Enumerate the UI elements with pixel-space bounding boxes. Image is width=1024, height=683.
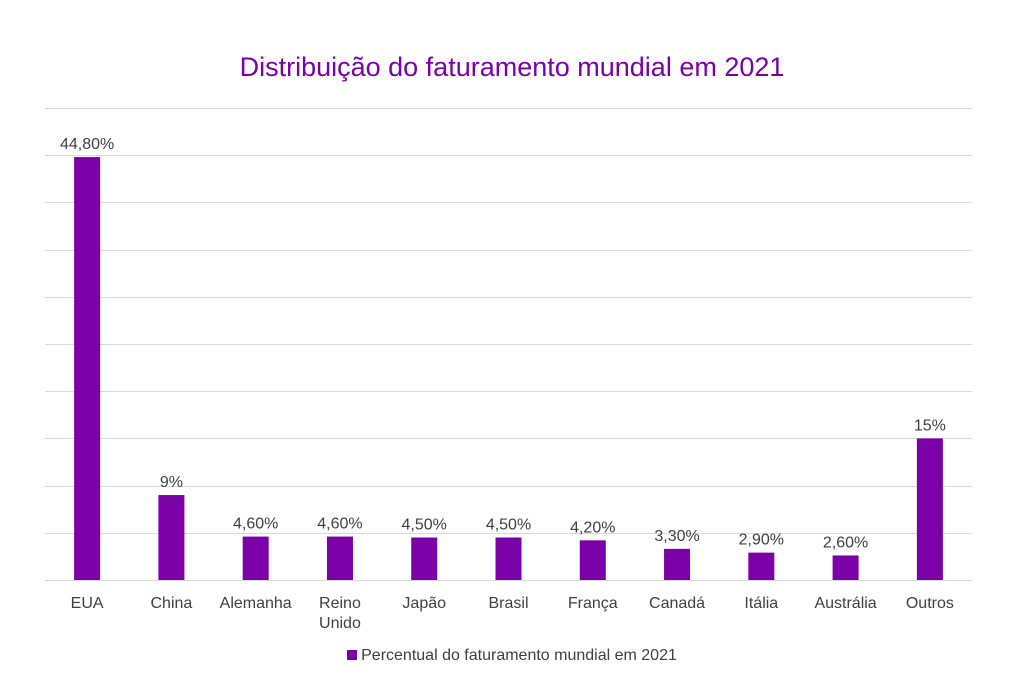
- data-label: 44,80%: [60, 136, 114, 153]
- legend: Percentual do faturamento mundial em 202…: [0, 647, 1024, 665]
- x-tick-label: Reino Unido: [319, 595, 361, 632]
- x-tick-label-line: Itália: [744, 595, 778, 612]
- bar: [242, 536, 269, 580]
- data-label: 4,60%: [317, 516, 362, 533]
- bar: [832, 555, 859, 580]
- chart-title: Distribuição do faturamento mundial em 2…: [239, 52, 785, 82]
- bar: [326, 536, 353, 580]
- bar: [664, 548, 691, 580]
- data-label: 2,90%: [739, 532, 784, 549]
- x-tick-label-line: China: [151, 595, 193, 612]
- x-tick-label-line: Unido: [319, 615, 361, 632]
- data-label: 9%: [160, 474, 183, 491]
- x-tick-label: Japão: [402, 595, 446, 612]
- x-tick-label-line: Outros: [906, 595, 954, 612]
- data-label: 4,60%: [233, 516, 278, 533]
- data-label: 2,60%: [823, 534, 868, 551]
- x-tick-label-line: Brasil: [488, 595, 528, 612]
- data-label: 15%: [914, 417, 946, 434]
- x-tick-label-line: Alemanha: [220, 595, 292, 612]
- x-tick-label-line: Canadá: [649, 595, 705, 612]
- data-label: 4,20%: [570, 519, 615, 536]
- bar: [495, 537, 522, 580]
- x-tick-label: Alemanha: [220, 595, 292, 612]
- bar: [916, 438, 943, 580]
- bar: [158, 495, 185, 580]
- legend-swatch: [347, 650, 358, 660]
- x-tick-label: Outros: [906, 595, 954, 612]
- x-tick-label: China: [151, 595, 193, 612]
- bar: [411, 537, 438, 580]
- bar: [74, 157, 101, 580]
- x-tick-label-line: Japão: [402, 595, 446, 612]
- x-tick-label-line: EUA: [71, 595, 104, 612]
- x-tick-label-line: França: [568, 595, 618, 612]
- data-label: 4,50%: [486, 517, 531, 534]
- data-label: 3,30%: [654, 528, 699, 545]
- x-tick-label-line: Reino: [319, 595, 361, 612]
- x-tick-label: Itália: [744, 595, 778, 612]
- x-tick-label-line: Austrália: [814, 595, 876, 612]
- x-tick-label: Austrália: [814, 595, 876, 612]
- bar: [579, 540, 606, 580]
- x-tick-label: EUA: [71, 595, 104, 612]
- x-tick-label: Canadá: [649, 595, 705, 612]
- bar: [748, 552, 775, 580]
- data-label: 4,50%: [402, 517, 447, 534]
- x-tick-label: Brasil: [488, 595, 528, 612]
- legend-label: Percentual do faturamento mundial em 202…: [361, 647, 677, 664]
- x-tick-label: França: [568, 595, 618, 612]
